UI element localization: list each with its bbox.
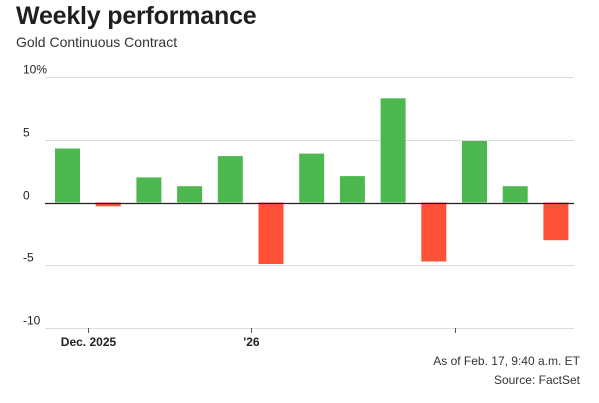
y-tick-label: -10 [23,314,41,328]
y-tick-label: 5 [23,126,30,140]
bar [543,202,569,241]
x-tick-label: '26 [243,335,260,349]
bar [421,202,447,262]
y-tick-label: -5 [23,251,34,265]
bar [177,186,203,203]
bar [217,156,243,203]
bar [299,153,325,203]
bar [136,177,162,203]
bar [258,202,284,264]
bar [462,141,487,203]
bar [339,176,365,203]
x-axis: Dec. 2025 '26 [61,328,456,349]
chart-title: Weekly performance [16,2,257,30]
x-tick-label: Dec. 2025 [61,335,117,349]
as-of-note: As of Feb. 17, 9:40 a.m. ET [433,354,580,368]
y-tick-label: 10% [23,63,47,77]
bar [95,202,121,207]
bar [502,186,528,203]
bar [380,98,406,203]
bar [55,148,80,203]
grid-layer: 10% 5 0 -5 -10 [23,63,574,329]
bar-layer [55,98,569,264]
chart-subtitle: Gold Continuous Contract [16,34,178,50]
source-note: Source: FactSet [493,373,580,387]
y-tick-label: 0 [23,189,30,203]
